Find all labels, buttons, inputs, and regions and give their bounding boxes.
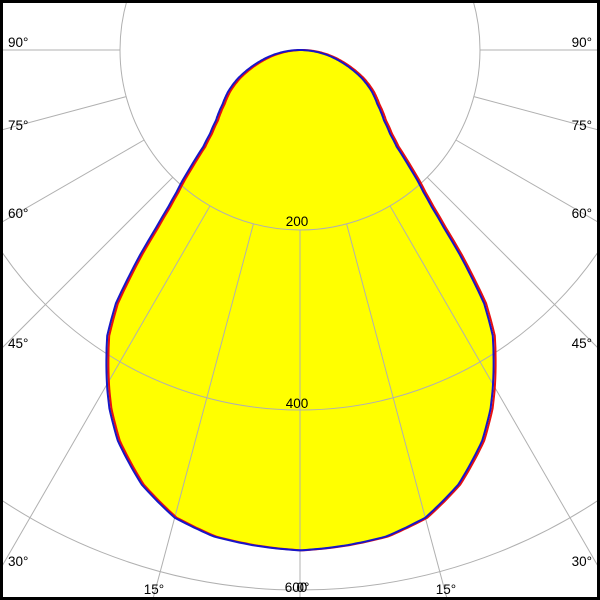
C90-plane-curve (105, 49, 495, 552)
angle-label-0: 90° (8, 35, 28, 50)
radial-value-label-3: 0° (297, 580, 310, 595)
angle-label-1: 75° (8, 118, 28, 133)
angle-label-11: 15° (436, 582, 456, 597)
grid-radial-30-right (389, 205, 600, 571)
angle-label-9: 45° (572, 336, 592, 351)
angle-label-3: 45° (8, 336, 28, 351)
grid-radial-75-right (473, 96, 600, 131)
radial-value-label-1: 400 (286, 396, 309, 411)
angle-label-2: 60° (8, 206, 28, 221)
grid-radial-60-left (0, 139, 145, 224)
radial-value-label-0: 200 (286, 214, 309, 229)
angle-label-7: 75° (572, 118, 592, 133)
angle-label-5: 15° (144, 582, 164, 597)
grid-radial-30-left (0, 205, 211, 571)
angle-label-10: 30° (572, 554, 592, 569)
angle-label-6: 90° (572, 35, 592, 50)
angle-label-8: 60° (572, 206, 592, 221)
grid-radial-15-left (152, 223, 254, 600)
grid-radial-15-right (346, 223, 448, 600)
chart-labels: 90° 75° 60° 45° 30° 15° 90° 75° 60° 45° 30° 15° 200 4… (8, 35, 592, 597)
grid-radial-60-right (455, 139, 600, 224)
grid-radial-75-left (0, 96, 127, 131)
angle-label-4: 30° (8, 554, 28, 569)
radial-value-label-2: 600 (285, 580, 308, 595)
